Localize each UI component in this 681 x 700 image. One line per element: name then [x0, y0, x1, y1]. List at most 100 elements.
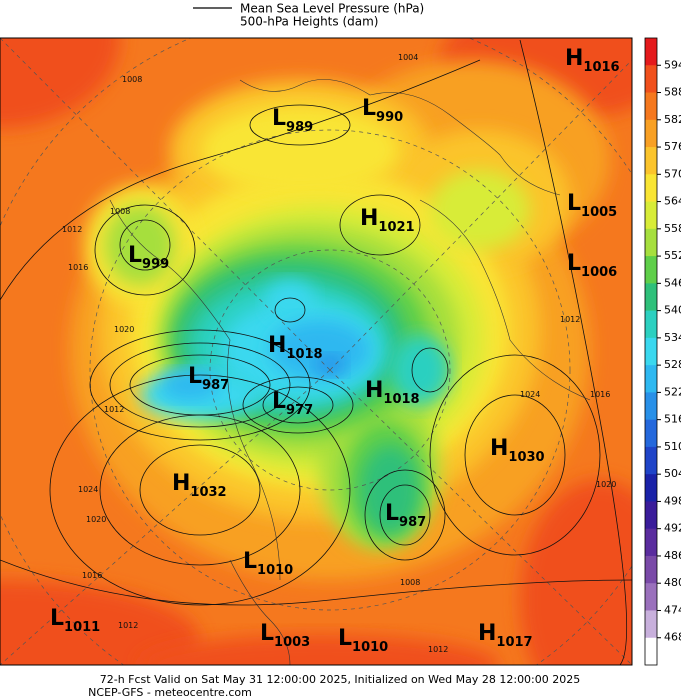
center-value: 1021 [378, 220, 414, 235]
center-value: 1010 [352, 640, 388, 655]
fill-region [105, 205, 175, 285]
colorbar-tick-label: 480 [664, 576, 681, 589]
colorbar-tick-label: 492 [664, 522, 681, 535]
coastlines [109, 79, 591, 665]
center-value: 1017 [496, 635, 532, 650]
colorbar-band [645, 201, 657, 230]
colorbar-band [645, 65, 657, 94]
isobar-label: 1016 [82, 571, 102, 580]
pressure-center: H1016 [565, 46, 620, 75]
footer-line1: 72-h Fcst Valid on Sat May 31 12:00:00 2… [100, 673, 581, 686]
colorbar-band [645, 337, 657, 366]
isobar-label: 1020 [114, 325, 134, 334]
center-value: 1005 [581, 205, 617, 220]
center-kind: L [338, 626, 352, 651]
fill-region [265, 280, 315, 320]
center-kind: L [128, 243, 142, 268]
isobar-label: 1024 [520, 390, 540, 399]
pressure-center: L987 [188, 364, 229, 393]
colorbar-band [645, 610, 657, 639]
center-kind: L [567, 251, 581, 276]
center-value: 987 [202, 378, 229, 393]
pressure-center: H1018 [365, 378, 420, 407]
colorbar-tick-label: 564 [664, 195, 681, 208]
center-kind: L [567, 191, 581, 216]
pressure-center: H1021 [360, 206, 415, 235]
fill-region [430, 170, 530, 250]
colorbar-tick-label: 582 [664, 113, 681, 126]
center-kind: H [490, 436, 508, 461]
center-kind: L [272, 389, 286, 414]
colorbar-tick-label: 552 [664, 249, 681, 262]
colorbar-band [645, 119, 657, 148]
colorbar-band [645, 228, 657, 257]
colorbar-band [645, 92, 657, 121]
fill-region [390, 335, 450, 405]
isobar-label: 1016 [68, 263, 88, 272]
isobar-label: 1012 [428, 645, 448, 654]
pressure-center: L1011 [50, 606, 100, 635]
colorbar-band [645, 256, 657, 284]
pressure-center: L989 [272, 106, 313, 135]
pressure-center: H1030 [490, 436, 545, 465]
fill-region [160, 370, 220, 400]
pressure-center: L1005 [567, 191, 617, 220]
center-kind: L [362, 96, 376, 121]
center-kind: H [565, 46, 583, 71]
fill-region [360, 445, 420, 535]
colorbar-band [645, 555, 657, 584]
fill-region [0, 580, 200, 665]
center-value: 1018 [383, 392, 419, 407]
center-kind: L [188, 364, 202, 389]
colorbar-tick-label: 540 [664, 304, 681, 317]
colorbar-band [645, 474, 657, 502]
center-kind: L [50, 606, 64, 631]
colorbar-frame [644, 37, 658, 666]
colorbar-tick-label: 468 [664, 631, 681, 644]
isobar-label: 1008 [122, 75, 142, 84]
colorbar-band [645, 38, 657, 66]
colorbar-tick-label: 576 [664, 140, 681, 153]
isobar-label: 1008 [400, 578, 420, 587]
colorbar-band [645, 283, 657, 312]
legend-fill-label: 500-hPa Heights (dam) [240, 15, 378, 29]
center-kind: H [172, 471, 190, 496]
center-value: 1003 [274, 635, 310, 650]
colorbar-band [645, 365, 657, 393]
colorbar-band [645, 147, 657, 175]
center-value: 1016 [583, 60, 619, 75]
isobar-label: 1012 [560, 315, 580, 324]
center-kind: H [268, 333, 286, 358]
center-value: 999 [142, 257, 169, 272]
center-value: 1010 [257, 563, 293, 578]
footer-line2: NCEP-GFS - meteocentre.com [88, 686, 252, 699]
colorbar-tick-label: 498 [664, 494, 681, 507]
center-value: 1006 [581, 265, 617, 280]
legend-line-label: Mean Sea Level Pressure (hPa) [240, 2, 424, 16]
center-value: 1030 [508, 450, 544, 465]
map-frame [0, 37, 633, 666]
isobar-label: 1020 [596, 480, 616, 489]
colorbar-band [645, 174, 657, 203]
fill-region [315, 355, 345, 375]
colorbar-tick-label: 474 [664, 603, 681, 616]
fill-region [140, 635, 500, 665]
pressure-center: L999 [128, 243, 169, 272]
fill-region [0, 38, 120, 128]
center-kind: L [385, 501, 399, 526]
center-value: 1018 [286, 347, 322, 362]
center-kind: H [360, 206, 378, 231]
center-value: 977 [286, 403, 313, 418]
center-kind: L [243, 549, 257, 574]
center-kind: L [272, 106, 286, 131]
center-kind: H [478, 621, 496, 646]
isobars [0, 39, 632, 665]
colorbar-band [645, 637, 657, 666]
isobar-label: 1016 [590, 390, 610, 399]
colorbar-band [645, 528, 657, 557]
colorbar-tick-label: 546 [664, 276, 681, 289]
pressure-center: H1018 [268, 333, 323, 362]
